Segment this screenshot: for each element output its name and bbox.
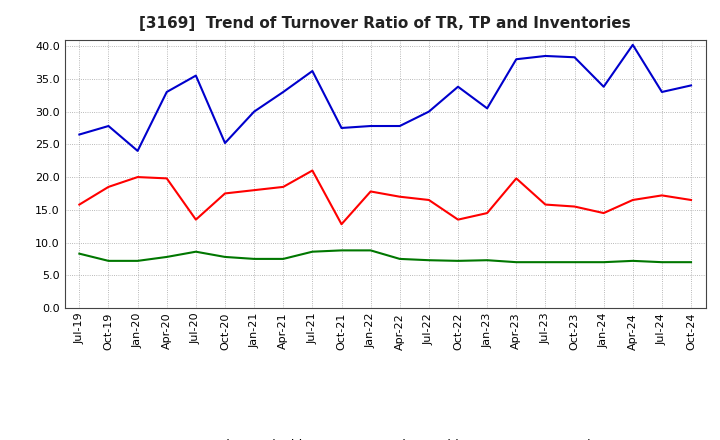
Trade Receivables — [220, 191, 229, 196]
Trade Receivables — [395, 194, 404, 199]
Trade Payables — [657, 89, 666, 95]
Inventories — [687, 260, 696, 265]
Inventories — [250, 256, 258, 261]
Trade Receivables — [75, 202, 84, 207]
Trade Receivables — [250, 187, 258, 193]
Inventories — [163, 254, 171, 260]
Trade Payables — [279, 89, 287, 95]
Trade Payables — [133, 148, 142, 154]
Trade Payables — [220, 140, 229, 146]
Trade Receivables — [599, 210, 608, 216]
Inventories — [279, 256, 287, 261]
Inventories — [192, 249, 200, 254]
Trade Receivables — [570, 204, 579, 209]
Trade Receivables — [366, 189, 375, 194]
Inventories — [425, 257, 433, 263]
Inventories — [599, 260, 608, 265]
Trade Payables — [629, 42, 637, 48]
Trade Receivables — [454, 217, 462, 222]
Legend: Trade Receivables, Trade Payables, Inventories: Trade Receivables, Trade Payables, Inven… — [161, 434, 610, 440]
Trade Payables — [75, 132, 84, 137]
Trade Receivables — [687, 198, 696, 203]
Inventories — [483, 257, 492, 263]
Trade Receivables — [657, 193, 666, 198]
Inventories — [629, 258, 637, 264]
Trade Payables — [163, 89, 171, 95]
Trade Payables — [366, 123, 375, 128]
Trade Payables — [192, 73, 200, 78]
Trade Receivables — [541, 202, 550, 207]
Trade Payables — [104, 123, 113, 128]
Trade Receivables — [104, 184, 113, 190]
Inventories — [657, 260, 666, 265]
Line: Trade Payables: Trade Payables — [79, 45, 691, 151]
Inventories — [133, 258, 142, 264]
Trade Payables — [687, 83, 696, 88]
Trade Payables — [599, 84, 608, 89]
Inventories — [337, 248, 346, 253]
Trade Payables — [512, 57, 521, 62]
Trade Receivables — [483, 210, 492, 216]
Inventories — [366, 248, 375, 253]
Trade Receivables — [308, 168, 317, 173]
Inventories — [570, 260, 579, 265]
Trade Payables — [250, 109, 258, 114]
Trade Receivables — [337, 222, 346, 227]
Inventories — [220, 254, 229, 260]
Trade Receivables — [192, 217, 200, 222]
Trade Payables — [570, 55, 579, 60]
Trade Receivables — [279, 184, 287, 190]
Line: Inventories: Inventories — [79, 250, 691, 262]
Trade Receivables — [512, 176, 521, 181]
Trade Receivables — [163, 176, 171, 181]
Inventories — [75, 251, 84, 257]
Trade Payables — [454, 84, 462, 89]
Trade Payables — [541, 53, 550, 59]
Inventories — [512, 260, 521, 265]
Trade Payables — [425, 109, 433, 114]
Trade Payables — [337, 125, 346, 131]
Inventories — [454, 258, 462, 264]
Inventories — [104, 258, 113, 264]
Inventories — [541, 260, 550, 265]
Trade Payables — [308, 68, 317, 73]
Inventories — [308, 249, 317, 254]
Trade Receivables — [629, 198, 637, 203]
Trade Payables — [483, 106, 492, 111]
Trade Receivables — [425, 198, 433, 203]
Trade Payables — [395, 123, 404, 128]
Line: Trade Receivables: Trade Receivables — [79, 171, 691, 224]
Title: [3169]  Trend of Turnover Ratio of TR, TP and Inventories: [3169] Trend of Turnover Ratio of TR, TP… — [140, 16, 631, 32]
Trade Receivables — [133, 174, 142, 180]
Inventories — [395, 256, 404, 261]
